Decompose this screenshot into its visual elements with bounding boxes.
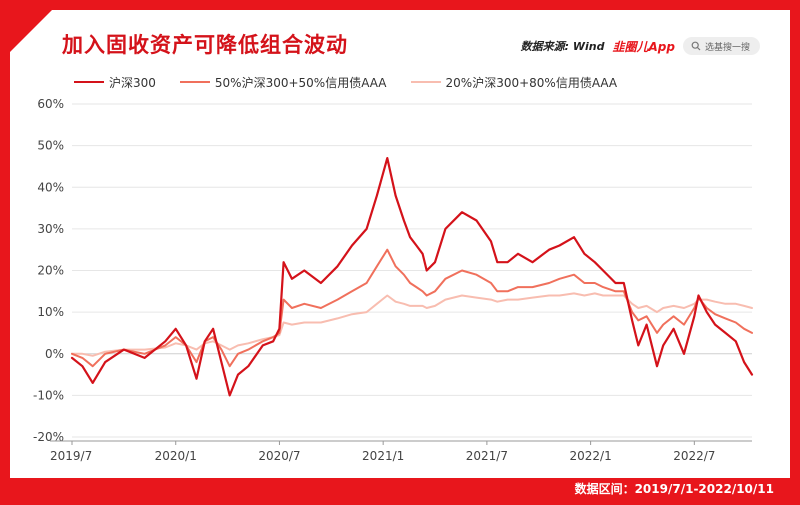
axes: -20% -10% 0% 10% 20% 30% 40% 50% 60% 2019/7 2020/1… xyxy=(33,97,752,463)
y-tick-label: 30% xyxy=(37,222,64,236)
line-chart: -20% -10% 0% 10% 20% 30% 40% 50% 60% 2019/7 2020/1… xyxy=(33,97,754,463)
y-tick-label: 20% xyxy=(37,264,64,278)
legend-label: 50%沪深300+50%信用债AAA xyxy=(214,75,387,90)
source-block: 数据来源: Wind 韭圈儿App 选基搜一搜 xyxy=(521,36,760,56)
legend-item-series-3: 20%沪深300+80%信用债AAA xyxy=(410,74,618,91)
y-tick-label: 0% xyxy=(45,347,64,361)
legend-swatch xyxy=(179,81,210,83)
page-title: 加入固收资产可降低组合波动 xyxy=(62,33,348,57)
series-line-1 xyxy=(70,157,754,397)
x-tick-label: 2020/1 xyxy=(155,449,197,463)
chart-legend: 沪深300 50%沪深300+50%信用债AAA 20%沪深300+80%信用债… xyxy=(74,73,641,91)
legend-item-series-1: 沪深300 xyxy=(74,74,156,91)
legend-item-series-2: 50%沪深300+50%信用债AAA xyxy=(179,74,387,91)
legend-swatch xyxy=(74,81,104,83)
search-input[interactable]: 选基搜一搜 xyxy=(682,37,760,55)
legend-label: 沪深300 xyxy=(109,75,156,90)
chart-card xyxy=(10,10,790,478)
x-tick-label: 2020/7 xyxy=(258,449,300,463)
date-range-footer: 数据区间：2019/7/1-2022/10/11 xyxy=(574,482,774,496)
x-tick-label: 2022/1 xyxy=(569,449,611,463)
y-tick-label: 40% xyxy=(37,180,64,194)
series-line-3 xyxy=(71,292,753,357)
grid-lines xyxy=(72,103,752,438)
y-tick-label: -10% xyxy=(33,388,64,402)
y-tick-label: -20% xyxy=(33,430,64,444)
legend-label: 20%沪深300+80%信用债AAA xyxy=(445,75,618,90)
y-tick-label: 50% xyxy=(37,139,64,153)
search-icon xyxy=(691,41,701,51)
x-tick-label: 2021/1 xyxy=(362,449,404,463)
x-tick-label: 2019/7 xyxy=(50,449,92,463)
x-tick-label: 2021/7 xyxy=(466,449,508,463)
data-source: 数据来源: Wind xyxy=(520,40,605,53)
y-tick-label: 10% xyxy=(37,305,64,319)
y-tick-label: 60% xyxy=(37,97,64,111)
x-tick-label: 2022/7 xyxy=(673,449,715,463)
legend-swatch xyxy=(410,81,441,83)
search-placeholder: 选基搜一搜 xyxy=(704,42,750,53)
corner-decoration xyxy=(10,10,52,52)
series-lines xyxy=(70,157,754,397)
brand-logo: 韭圈儿App xyxy=(612,39,675,54)
series-line-2 xyxy=(71,248,753,368)
